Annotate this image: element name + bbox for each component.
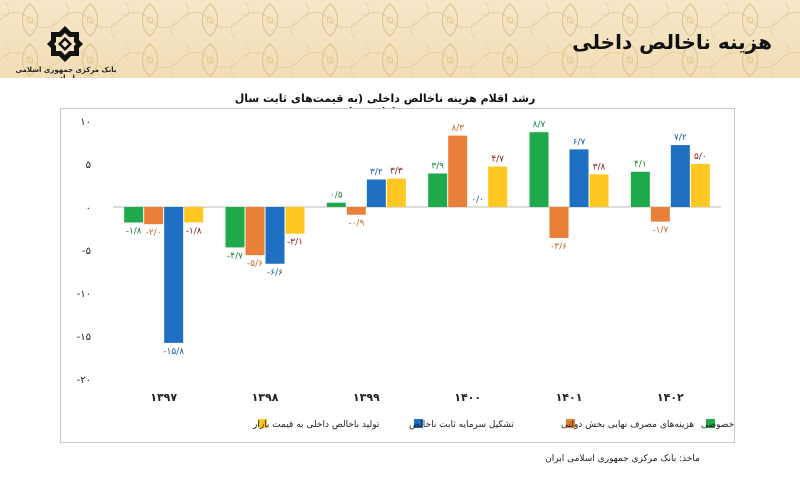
source-note: ماخذ: بانک مرکزی جمهوری اسلامی ایران bbox=[545, 454, 700, 464]
y-tick-label: ۱۰ bbox=[80, 117, 91, 128]
data-label: -۱/۸ bbox=[186, 226, 202, 236]
bar bbox=[265, 207, 285, 264]
bar bbox=[529, 132, 549, 207]
data-label: ۷/۲ bbox=[674, 133, 687, 143]
bar bbox=[448, 135, 468, 207]
bar bbox=[326, 202, 346, 207]
x-tick-label: ۱۴۰۰ bbox=[454, 391, 481, 404]
data-label: ۳/۹ bbox=[431, 161, 444, 171]
bar bbox=[366, 179, 386, 207]
x-tick-label: ۱۴۰۱ bbox=[556, 391, 583, 404]
legend-label: هزینه‌های مصرف نهایی بخش خصوصی bbox=[701, 420, 734, 430]
x-tick-label: ۱۳۹۷ bbox=[150, 391, 177, 404]
bar bbox=[285, 207, 305, 234]
y-tick-label: -۱۰ bbox=[77, 289, 91, 300]
legend-label: تولید ناخالص داخلی به قیمت بازار bbox=[252, 420, 380, 430]
data-label: -۲/۰ bbox=[146, 228, 162, 238]
data-label: -۵/۶ bbox=[247, 259, 263, 269]
data-label: -۱/۷ bbox=[652, 226, 668, 236]
x-tick-label: ۱۴۰۲ bbox=[657, 391, 684, 404]
bar bbox=[569, 149, 589, 207]
bar-chart: ۱۰ ۵ ۰ -۵ -۱۰ -۱۵ -۲۰ -۱/۸ -۲/۰ -۱۵/۸ -۱/۸ ۱۳۹۷ -۴/۷… bbox=[77, 117, 734, 430]
bar bbox=[488, 166, 508, 207]
x-tick-label: ۱۳۹۸ bbox=[252, 391, 279, 404]
legend-swatch bbox=[706, 419, 715, 428]
data-label: ۵/۰ bbox=[694, 152, 707, 162]
data-label: -۴/۷ bbox=[227, 251, 243, 261]
y-tick-label: -۵ bbox=[82, 246, 91, 257]
legend-label: تشکیل سرمایه ثابت ناخالص bbox=[409, 420, 514, 430]
data-label: -۶/۶ bbox=[267, 268, 283, 278]
legend-swatch bbox=[566, 419, 575, 428]
data-label: -۳/۶ bbox=[551, 242, 567, 252]
bar bbox=[225, 207, 245, 248]
bar bbox=[589, 174, 609, 207]
bar bbox=[630, 171, 650, 207]
data-label: ۸/۳ bbox=[451, 124, 464, 134]
bank-logo-icon bbox=[47, 26, 83, 62]
bar bbox=[184, 207, 204, 223]
data-label: ۶/۷ bbox=[573, 137, 586, 147]
y-tick-label: ۰ bbox=[86, 203, 91, 214]
y-tick-label: -۱۵ bbox=[77, 332, 91, 343]
chart-frame: ۱۰ ۵ ۰ -۵ -۱۰ -۱۵ -۲۰ -۱/۸ -۲/۰ -۱۵/۸ -۱/۸ ۱۳۹۷ -۴/۷… bbox=[60, 108, 735, 443]
data-label: -۱۵/۸ bbox=[163, 347, 184, 357]
bar bbox=[386, 178, 406, 207]
bar bbox=[346, 207, 366, 215]
data-label: -۳/۱ bbox=[287, 238, 303, 248]
data-label: ۴/۷ bbox=[491, 155, 504, 165]
data-label: ۰/۵ bbox=[330, 191, 343, 201]
bar bbox=[670, 145, 690, 207]
ornament-pattern bbox=[0, 0, 800, 78]
y-tick-label: -۲۰ bbox=[77, 375, 91, 386]
data-label: ۳/۳ bbox=[390, 167, 403, 177]
bar bbox=[144, 207, 164, 225]
bar bbox=[428, 173, 448, 207]
bar bbox=[650, 207, 670, 222]
data-label: ۰/۰ bbox=[471, 195, 484, 205]
bar bbox=[124, 207, 144, 223]
data-label: -۱/۸ bbox=[126, 226, 142, 236]
data-label: ۸/۷ bbox=[533, 120, 546, 130]
page-title: هزینه ناخالص داخلی bbox=[572, 30, 772, 54]
data-label: -۰/۹ bbox=[348, 219, 364, 229]
bar bbox=[549, 207, 569, 238]
header-banner: بانک مرکزی جمهوری اسلامی ایران هزینه ناخ… bbox=[0, 0, 800, 78]
y-tick-label: ۵ bbox=[86, 160, 91, 171]
data-label: ۴/۱ bbox=[634, 160, 647, 170]
data-label: ۳/۸ bbox=[593, 162, 606, 172]
x-tick-label: ۱۳۹۹ bbox=[353, 391, 380, 404]
logo-caption: بانک مرکزی جمهوری اسلامی ایران bbox=[15, 66, 117, 78]
bar bbox=[690, 164, 710, 207]
bar bbox=[164, 207, 184, 343]
legend-label: هزینه‌های مصرف نهایی بخش دولتی bbox=[561, 420, 694, 430]
data-label: ۳/۲ bbox=[370, 167, 383, 177]
bar bbox=[245, 207, 265, 256]
legend-swatch bbox=[414, 419, 423, 428]
legend-swatch bbox=[258, 419, 267, 428]
